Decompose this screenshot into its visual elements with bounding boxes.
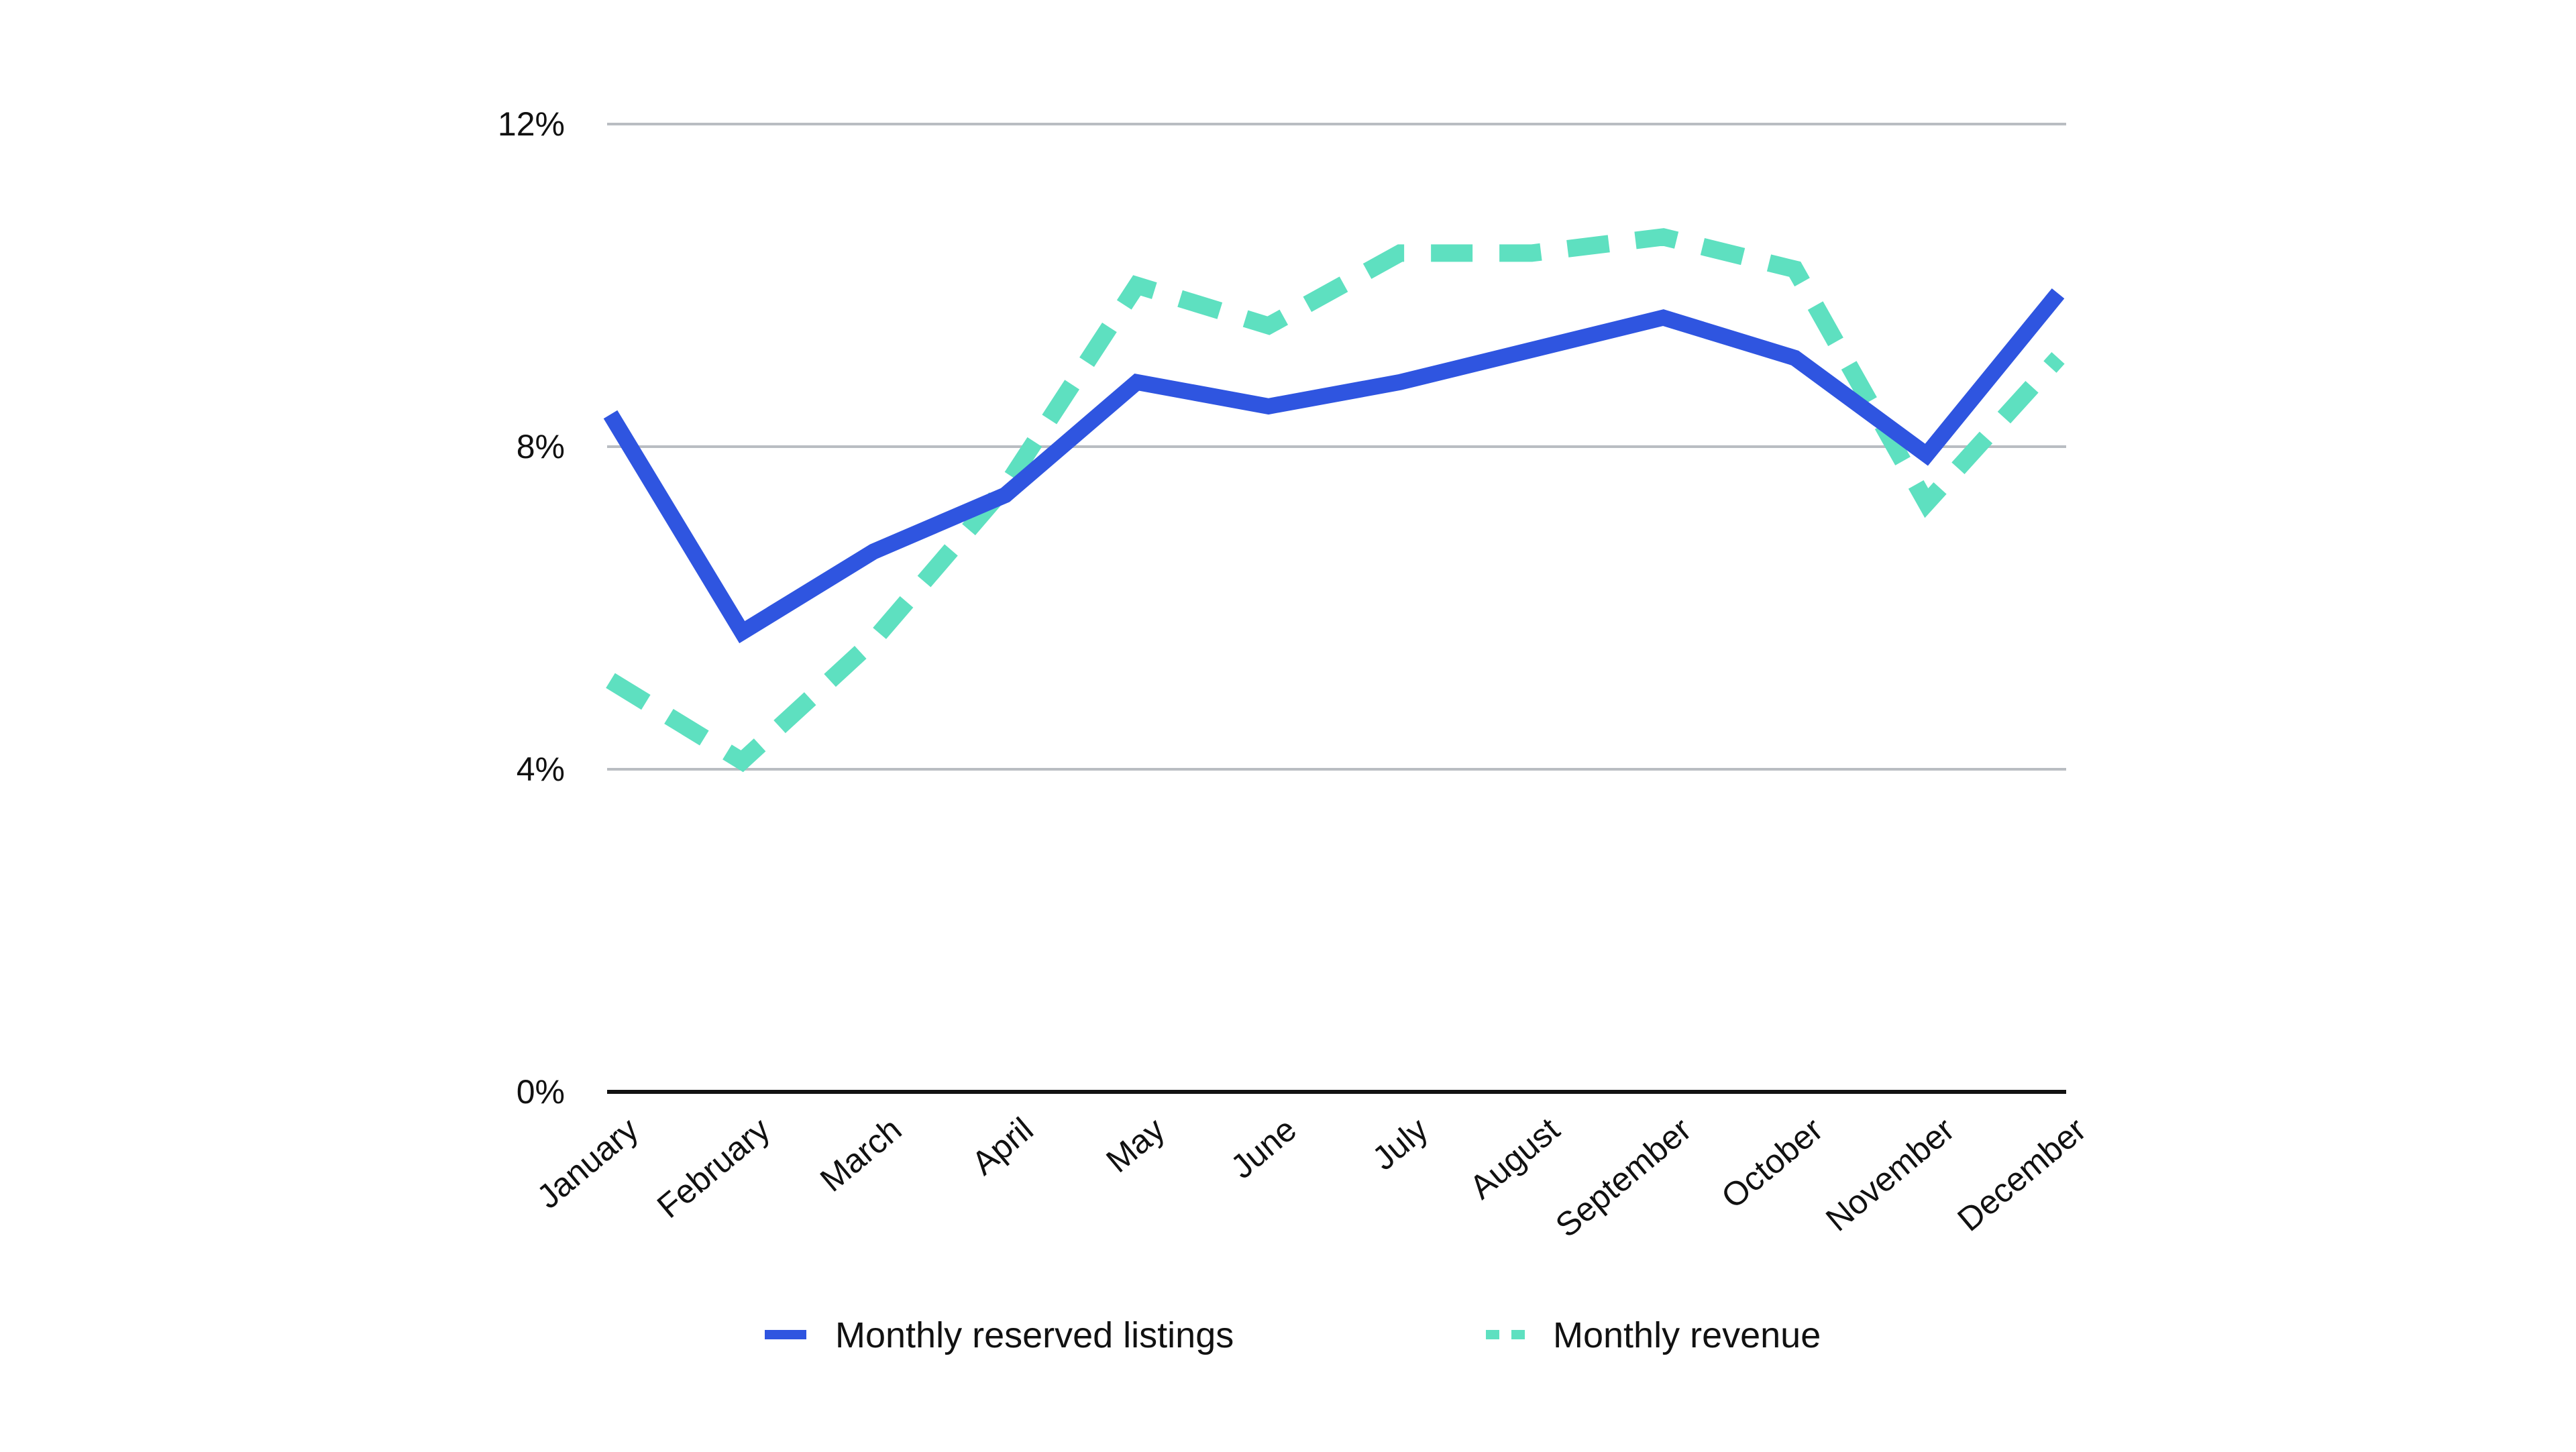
x-tick-label: October <box>1714 1111 1829 1216</box>
x-tick-label: January <box>530 1111 645 1216</box>
x-tick-label: May <box>1099 1111 1171 1180</box>
x-tick-label: August <box>1462 1110 1566 1206</box>
legend-item: Monthly reserved listings <box>765 1315 1234 1355</box>
x-tick-label: November <box>1819 1111 1962 1239</box>
x-tick-label: December <box>1950 1111 2093 1239</box>
y-tick-label: 0% <box>517 1073 565 1111</box>
legend-item: Monthly revenue <box>1486 1315 1821 1355</box>
x-tick-label: June <box>1224 1111 1303 1186</box>
legend: Monthly reserved listings Monthly revenue <box>765 1315 1821 1355</box>
x-tick-label: March <box>813 1111 908 1199</box>
series-line-monthly-revenue <box>606 228 2065 773</box>
legend-label: Monthly reserved listings <box>835 1315 1234 1355</box>
x-tick-label: July <box>1365 1111 1435 1178</box>
gridlines <box>607 123 2066 771</box>
series-line-monthly-reserved-listings <box>603 288 2065 644</box>
x-tick-label: April <box>965 1111 1040 1182</box>
x-tick-label: February <box>650 1111 777 1226</box>
y-tick-label: 12% <box>498 105 565 143</box>
x-tick-label: September <box>1548 1111 1698 1245</box>
legend-label: Monthly revenue <box>1553 1315 1821 1355</box>
y-tick-label: 8% <box>517 428 565 465</box>
y-tick-label: 4% <box>517 750 565 788</box>
series-lines <box>603 228 2065 773</box>
axes: 0% 4% 8% 12% January February March April May Jun… <box>498 105 2093 1245</box>
